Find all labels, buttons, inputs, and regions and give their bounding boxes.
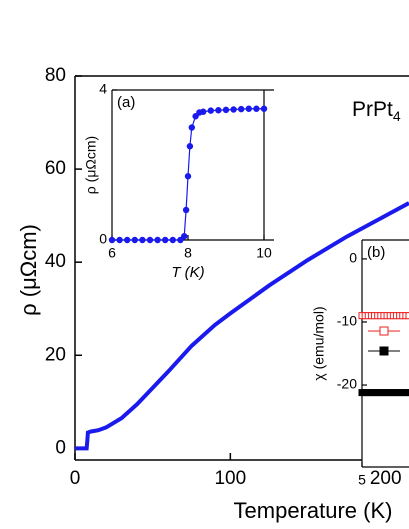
data-point: [188, 124, 195, 131]
data-point: [184, 173, 192, 180]
x-tick-label: 8: [184, 245, 192, 261]
inset-background: [112, 90, 264, 240]
legend-marker: [379, 326, 389, 336]
y-tick-label: 40: [45, 251, 66, 272]
data-point: [253, 105, 260, 112]
y-tick-label: -10: [337, 313, 357, 329]
compound-label: PrPt4: [352, 98, 401, 124]
data-point: [260, 105, 268, 112]
data-point: [116, 236, 123, 244]
data-point: [182, 206, 190, 214]
data-point: [146, 236, 154, 244]
data-point: [222, 106, 230, 114]
data-point: [169, 236, 176, 244]
y-axis-label: ρ (μΩcm): [16, 224, 41, 316]
data-point: [181, 233, 188, 240]
x-axis-label: Temperature (K): [234, 498, 393, 523]
data-point: [245, 105, 252, 112]
data-point: [139, 236, 146, 244]
data-line: [75, 201, 409, 451]
legend-marker: [379, 346, 389, 356]
y-tick-label: 20: [45, 344, 66, 365]
panel-label: (a): [117, 94, 135, 111]
x-tick-label: 100: [214, 468, 246, 489]
data-point: [230, 106, 237, 113]
compound-name: PrPt: [352, 98, 393, 121]
plot-1: 6 8 10 0 4 T (K) ρ (μΩcm) (a): [83, 81, 274, 281]
x-tick-label: 200: [370, 468, 402, 489]
data-point: [405, 312, 409, 320]
compound-subscript: 4: [393, 108, 401, 124]
y-tick-label: 80: [45, 65, 66, 86]
y-tick-label: 0: [349, 250, 357, 266]
y-tick-label: 4: [99, 81, 107, 97]
x-tick-label: 6: [108, 245, 116, 261]
y-tick-label: 60: [45, 158, 66, 179]
y-tick-label: 0: [99, 231, 107, 247]
data-point: [108, 236, 116, 244]
x-tick-label: 5: [358, 472, 366, 488]
x-tick-label: 10: [256, 245, 272, 261]
data-point: [124, 236, 131, 244]
data-point: [186, 143, 194, 150]
data-point: [154, 236, 161, 244]
data-point: [405, 389, 409, 397]
data-point: [200, 108, 207, 115]
data-point: [131, 236, 138, 244]
y-tick-label: -20: [337, 376, 357, 392]
data-point: [162, 236, 169, 244]
panel-label: (b): [367, 244, 385, 261]
data-point: [215, 107, 222, 114]
x-tick-label: 0: [70, 468, 81, 489]
data-point: [207, 107, 214, 114]
x-axis-label: T (K): [171, 264, 204, 281]
y-tick-label: 0: [55, 437, 66, 458]
data-point: [238, 105, 245, 113]
plot-2: 5 0 -10 -20 χ (emu/mol) (b): [311, 239, 409, 488]
y-axis-label: χ (emu/mol): [311, 306, 327, 380]
y-axis-label: ρ (μΩcm): [83, 136, 99, 194]
